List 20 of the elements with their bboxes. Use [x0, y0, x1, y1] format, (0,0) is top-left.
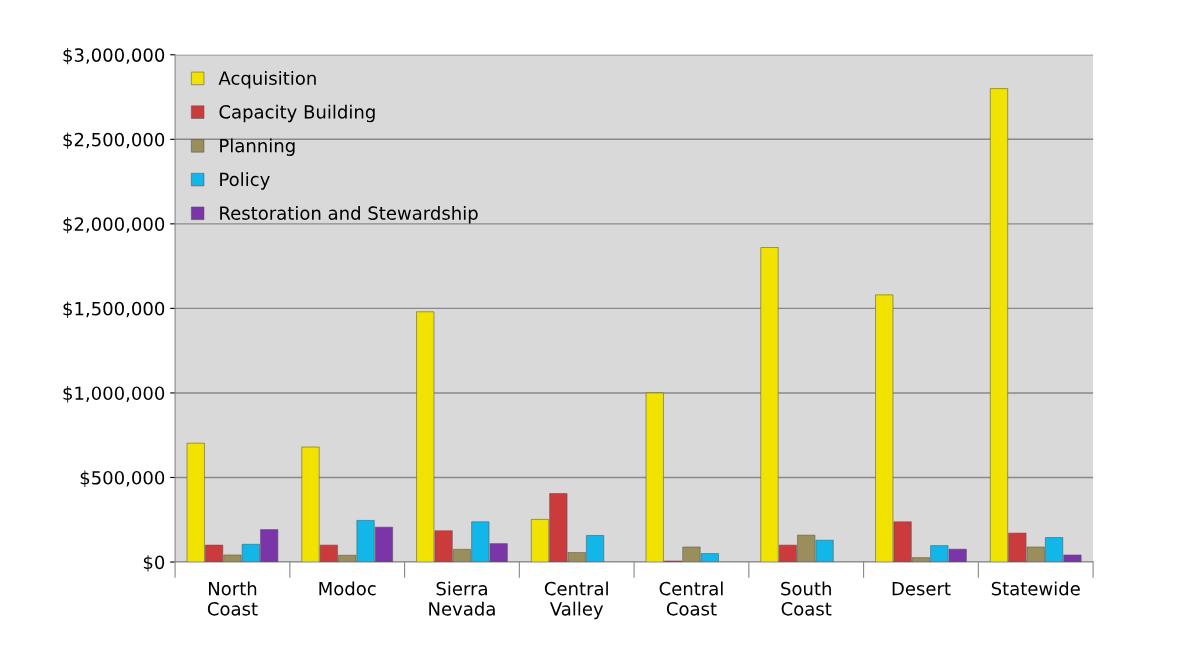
y-tick-label: $1,000,000: [63, 386, 165, 403]
y-tick-label: $500,000: [80, 470, 165, 487]
y-tick-label: $0: [143, 555, 165, 572]
y-tick-label: $3,000,000: [63, 47, 165, 65]
legend-label: Planning: [220, 138, 295, 156]
x-tick-label: Modoc: [319, 581, 376, 596]
y-tick-label: $1,500,000: [63, 301, 165, 318]
legend-label: Acquisition: [218, 71, 316, 89]
x-tick-label: Statewide: [991, 581, 1080, 596]
y-tick-label: $2,500,000: [63, 132, 165, 149]
legend-label: Restoration and Stewardship: [220, 205, 478, 224]
x-tick-label: Central Valley: [544, 581, 608, 620]
legend-label: Policy: [220, 172, 270, 190]
y-tick-label: $2,000,000: [63, 216, 165, 234]
legend-label: Capacity Building: [219, 104, 375, 123]
x-tick-label: North Coast: [207, 581, 258, 616]
x-tick-label: Sierra Nevada: [429, 581, 495, 616]
x-tick-label: Central Coast: [659, 581, 723, 616]
x-tick-label: South Coast: [781, 581, 832, 616]
x-tick-label: Desert: [892, 582, 951, 596]
